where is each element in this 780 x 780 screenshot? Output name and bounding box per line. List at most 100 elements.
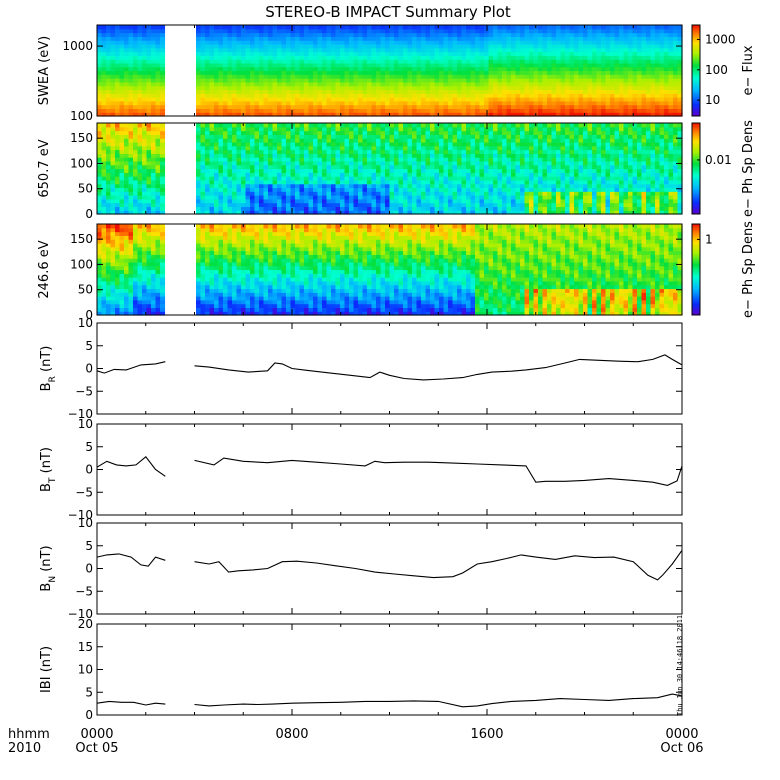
spectrogram-cell — [268, 97, 274, 102]
spectrogram-cell — [101, 179, 107, 185]
spectrogram-cell — [200, 195, 206, 200]
spectrogram-cell — [430, 55, 436, 60]
spectrogram-cell — [335, 62, 341, 68]
spectrogram-cell — [232, 85, 238, 91]
spectrogram-cell — [457, 43, 463, 49]
spectrogram-cell — [344, 47, 350, 53]
spectrogram-cell — [407, 36, 413, 41]
spectrogram-cell — [583, 25, 589, 30]
spectrogram-cell — [367, 25, 373, 30]
spectrogram-cell — [335, 97, 341, 102]
spectrogram-cell — [457, 176, 463, 181]
spectrogram-cell — [407, 134, 413, 139]
spectrogram-cell — [475, 138, 481, 143]
spectrogram-cell — [628, 66, 634, 72]
spectrogram-cell — [425, 74, 431, 79]
spectrogram-cell — [371, 172, 377, 177]
spectrogram-cell — [412, 210, 418, 215]
spectrogram-cell — [155, 51, 161, 56]
spectrogram-cell — [308, 206, 314, 211]
spectrogram-cell — [583, 104, 589, 110]
spectrogram-cell — [218, 55, 224, 60]
spectrogram-cell — [610, 62, 616, 68]
spectrogram-cell — [425, 126, 431, 132]
spectrogram-cell — [223, 168, 229, 173]
spectrogram-cell — [259, 195, 265, 200]
spectrogram-cell — [452, 108, 458, 113]
spectrogram-cell — [295, 160, 301, 166]
spectrogram-cell — [466, 198, 472, 204]
spectrogram-cell — [223, 187, 229, 192]
spectrogram-cell — [277, 160, 283, 166]
spectrogram-cell — [583, 97, 589, 102]
spectrogram-cell — [461, 108, 467, 113]
spectrogram-cell — [250, 123, 256, 128]
spectrogram-cell — [488, 28, 494, 34]
spectrogram-cell — [434, 179, 440, 185]
spectrogram-cell — [421, 126, 427, 132]
spectrogram-cell — [466, 141, 472, 147]
spectrogram-cell — [137, 70, 143, 75]
spectrogram-cell — [601, 25, 607, 30]
spectrogram-cell — [371, 40, 377, 45]
spectrogram-cell — [439, 172, 445, 177]
spectrogram-cell — [497, 104, 503, 110]
spectrogram-cell — [475, 78, 481, 83]
spectrogram-cell — [403, 183, 409, 189]
spectrogram-cell — [133, 32, 139, 37]
spectrogram-cell — [209, 43, 215, 49]
spectrogram-cell — [119, 108, 125, 113]
spectrogram-cell — [214, 85, 220, 91]
spectrogram-cell — [236, 134, 242, 139]
spectrogram-cell — [142, 97, 148, 102]
spectrogram-cell — [587, 93, 593, 98]
spectrogram-cell — [236, 85, 242, 91]
spectrogram-cell — [317, 187, 323, 192]
spectrogram-cell — [479, 195, 485, 200]
spectrogram-cell — [259, 141, 265, 147]
spectrogram-cell — [673, 32, 679, 37]
spectrogram-cell — [556, 55, 562, 60]
spectrogram-cell — [209, 191, 215, 196]
spectrogram-cell — [493, 202, 499, 208]
spectrogram-cell — [250, 138, 256, 143]
spectrogram-cell — [272, 164, 278, 170]
spectrogram-cell — [511, 47, 517, 53]
spectrogram-cell — [677, 85, 683, 91]
spectrogram-cell — [358, 89, 364, 94]
spectrogram-cell — [497, 108, 503, 113]
spectrogram-cell — [353, 157, 359, 162]
spectrogram-cell — [236, 206, 242, 211]
spectrogram-cell — [376, 157, 382, 162]
spectrogram-cell — [367, 40, 373, 45]
spectrogram-cell — [371, 145, 377, 151]
spectrogram-cell — [650, 74, 656, 79]
spectrogram-cell — [560, 47, 566, 53]
spectrogram-cell — [214, 123, 220, 128]
spectrogram-cell — [367, 153, 373, 158]
spectrogram-cell — [286, 89, 292, 94]
spectrogram-cell — [160, 25, 166, 30]
spectrogram-cell — [659, 108, 665, 113]
spectrogram-cell — [286, 32, 292, 37]
spectrogram-cell — [335, 74, 341, 79]
spectrogram-cell — [434, 59, 440, 64]
spectrogram-cell — [317, 81, 323, 87]
spectrogram-cell — [263, 70, 269, 75]
spectrogram-cell — [353, 36, 359, 41]
spectrogram-cell — [362, 55, 368, 60]
spectrogram-cell — [538, 28, 544, 34]
spectrogram-cell — [439, 164, 445, 170]
spectrogram-cell — [295, 145, 301, 151]
spectrogram-cell — [610, 85, 616, 91]
spectrogram-cell — [344, 183, 350, 189]
spectrogram-cell — [551, 32, 557, 37]
spectrogram-cell — [623, 85, 629, 91]
spectrogram-cell — [475, 145, 481, 151]
spectrogram-cell — [547, 85, 553, 91]
spectrogram-cell — [425, 168, 431, 173]
spectrogram-cell — [511, 112, 517, 117]
spectrogram-cell — [124, 78, 130, 83]
spectrogram-cell — [358, 62, 364, 68]
spectrogram-cell — [529, 104, 535, 110]
